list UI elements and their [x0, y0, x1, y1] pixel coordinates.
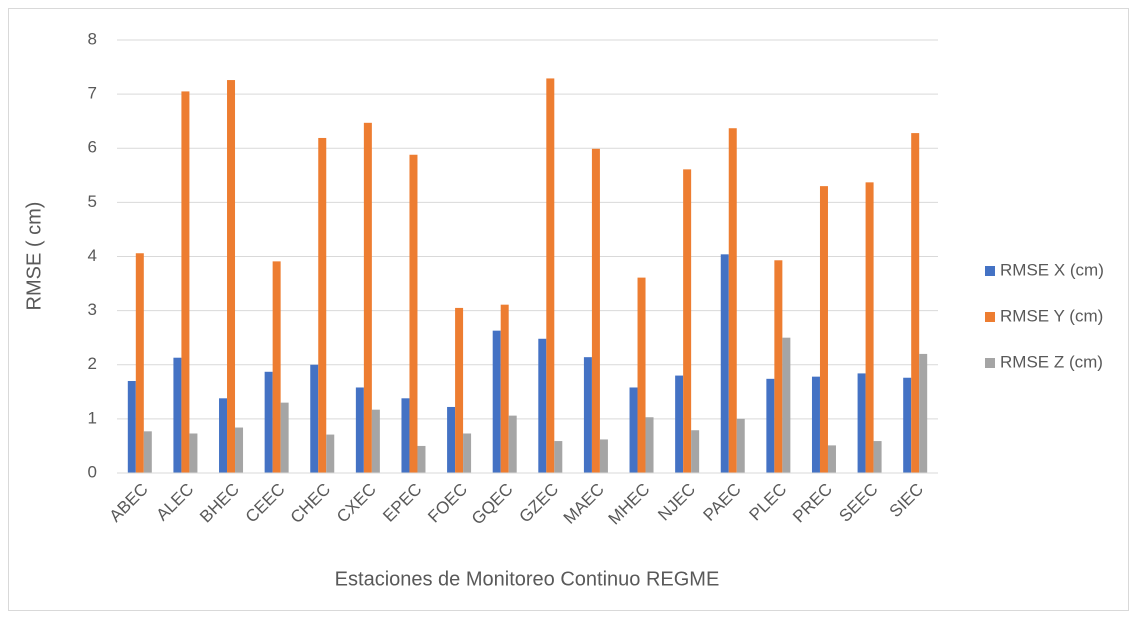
y-tick-label: 0	[88, 462, 97, 481]
bar	[819, 186, 828, 473]
bar	[645, 417, 654, 473]
y-tick-label: 5	[88, 192, 97, 211]
bar	[554, 441, 563, 473]
y-axis-title: RMSE ( cm)	[23, 202, 45, 311]
bar	[637, 277, 646, 473]
bar	[811, 376, 820, 473]
bar	[774, 260, 783, 473]
bar	[355, 387, 364, 473]
bar	[903, 377, 912, 473]
bar	[371, 409, 380, 473]
bar	[455, 307, 464, 473]
legend-swatch	[985, 358, 995, 368]
bar	[591, 148, 600, 473]
legend-label: RMSE Y (cm)	[1000, 306, 1103, 325]
chart-border	[8, 8, 1129, 611]
bar	[865, 182, 874, 473]
bar	[417, 445, 426, 473]
bar	[857, 373, 866, 473]
bar	[219, 398, 228, 473]
legend-swatch	[985, 266, 995, 276]
bar	[538, 338, 547, 473]
bar	[919, 353, 928, 473]
y-tick-label: 8	[88, 29, 97, 48]
bar	[691, 430, 700, 473]
bar	[583, 357, 592, 473]
bar	[189, 433, 198, 473]
y-tick-label: 6	[88, 138, 97, 157]
legend-label: RMSE Z (cm)	[1000, 352, 1103, 371]
y-tick-label: 4	[88, 246, 97, 265]
bar	[447, 406, 456, 473]
bar	[629, 387, 638, 473]
y-tick-label: 1	[88, 408, 97, 427]
bar	[135, 253, 144, 473]
bar	[911, 133, 920, 473]
bar	[873, 441, 882, 473]
bar	[326, 434, 335, 473]
bar	[401, 398, 410, 473]
bar	[736, 418, 745, 473]
bar	[500, 304, 509, 473]
bar	[272, 261, 281, 473]
bar	[235, 427, 244, 473]
bar	[363, 122, 372, 473]
bar	[599, 439, 608, 473]
bar	[492, 330, 501, 473]
bar	[409, 154, 418, 473]
bar	[127, 380, 136, 473]
y-tick-label: 2	[88, 354, 97, 373]
legend-swatch	[985, 312, 995, 322]
bar	[508, 415, 517, 473]
legend-label: RMSE X (cm)	[1000, 260, 1104, 279]
bar	[683, 169, 692, 473]
bar	[463, 433, 472, 473]
y-tick-label: 3	[88, 300, 97, 319]
bar	[280, 402, 289, 473]
bar	[227, 80, 236, 474]
bar	[720, 254, 729, 473]
bar	[181, 91, 190, 473]
bar	[318, 137, 327, 473]
y-tick-label: 7	[88, 84, 97, 103]
bar	[546, 78, 555, 474]
x-axis-title: Estaciones de Monitoreo Continuo REGME	[335, 568, 720, 590]
bar	[173, 357, 182, 473]
bar	[766, 378, 775, 473]
bar	[827, 445, 836, 473]
bar	[728, 128, 737, 473]
bar	[782, 337, 791, 473]
bar	[264, 371, 273, 473]
bar	[310, 364, 319, 473]
bar	[143, 431, 152, 473]
bar	[675, 375, 684, 473]
